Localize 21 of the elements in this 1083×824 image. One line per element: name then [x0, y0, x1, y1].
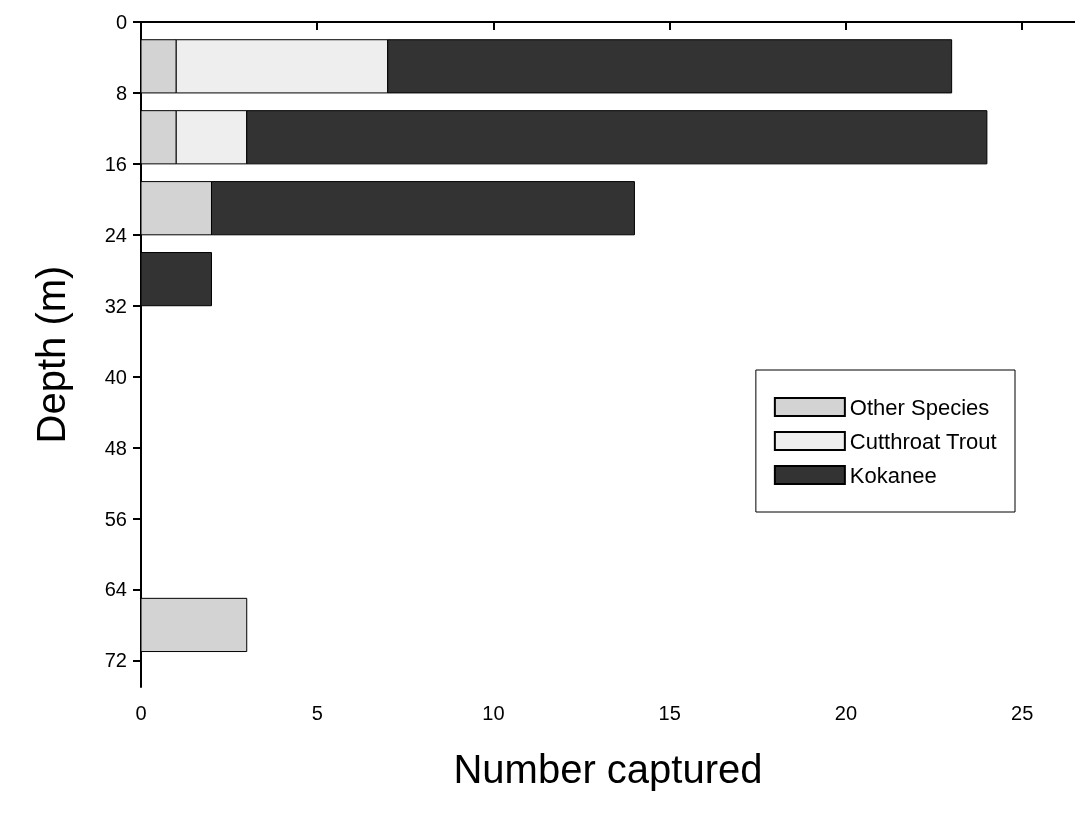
y-tick-label: 32 [104, 294, 127, 317]
y-tick-label: 16 [104, 152, 127, 175]
y-tick-label: 48 [104, 436, 127, 459]
y-tick-label: 72 [104, 649, 127, 672]
y-tick-label: 0 [115, 11, 127, 33]
x-tick-label: 25 [1011, 702, 1034, 724]
y-tick-label: 40 [104, 365, 127, 388]
y-tick-label: 8 [115, 81, 127, 104]
legend-label: Cutthroat Trout [849, 428, 997, 454]
x-tick-label: 10 [482, 702, 505, 724]
y-axis-title: Depth (m) [29, 265, 73, 444]
x-axis-title: Number captured [453, 747, 763, 791]
y-tick-label: 64 [104, 578, 127, 601]
legend-label: Other Species [849, 394, 990, 420]
x-tick-label: 20 [834, 702, 858, 724]
x-tick-label: 15 [658, 702, 681, 724]
x-tick-label: 0 [135, 702, 147, 724]
legend-label: Kokanee [849, 462, 937, 488]
x-tick-label: 5 [311, 702, 323, 724]
y-tick-label: 24 [104, 223, 127, 246]
y-tick-label: 56 [104, 507, 127, 530]
